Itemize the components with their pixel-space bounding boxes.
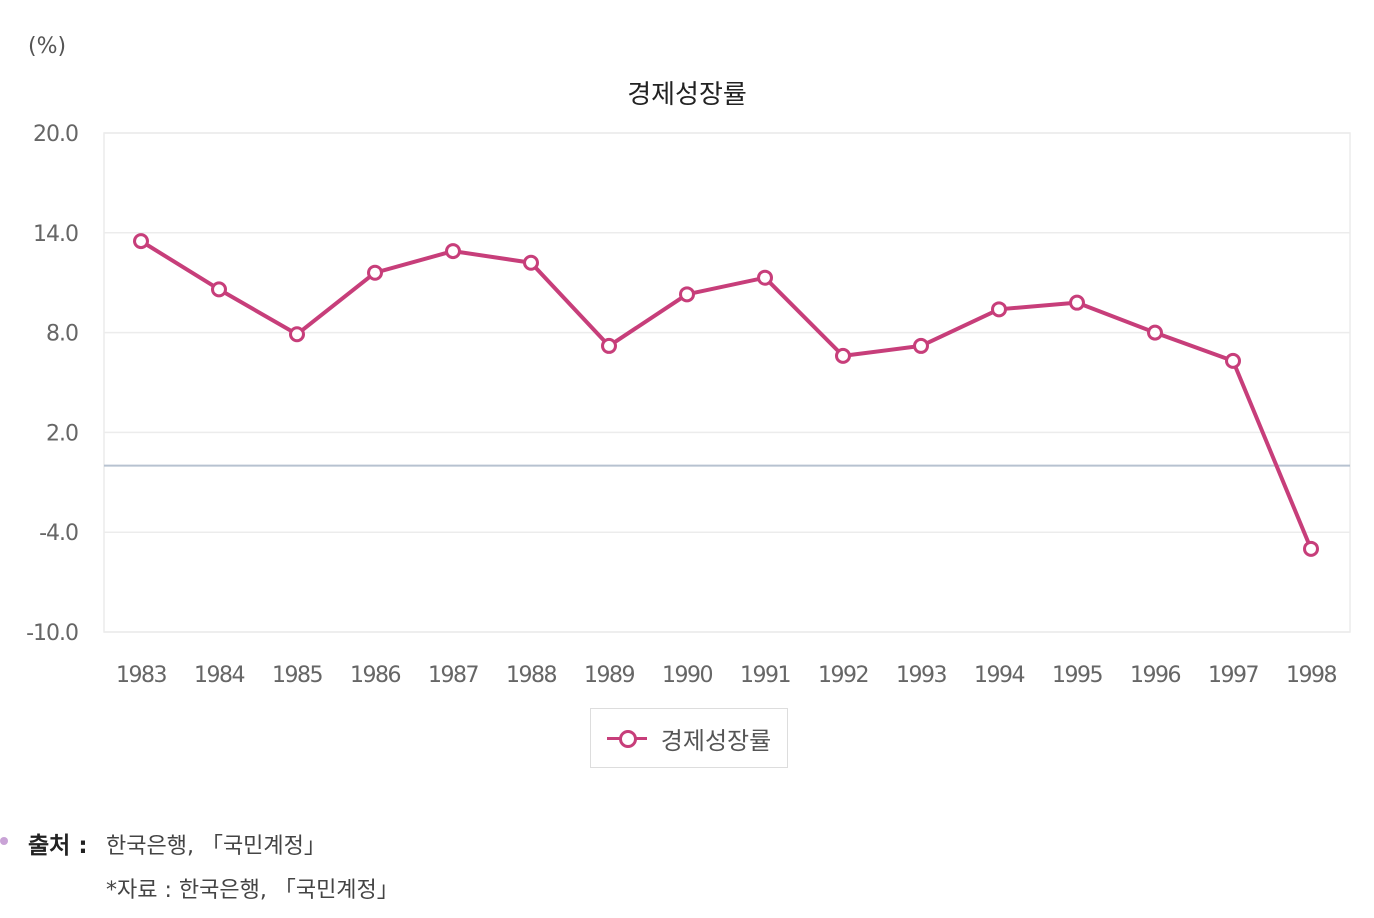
y-tick-label: -10.0 bbox=[26, 621, 78, 646]
x-tick-label: 1991 bbox=[740, 663, 790, 688]
grid-lines bbox=[103, 132, 1351, 633]
x-tick-label: 1995 bbox=[1052, 663, 1102, 688]
y-tick-label: 14.0 bbox=[33, 222, 78, 247]
x-tick-label: 1983 bbox=[116, 663, 166, 688]
y-axis-unit-label: (%) bbox=[28, 34, 67, 59]
plot-border bbox=[103, 132, 1351, 633]
x-tick-label: 1997 bbox=[1208, 663, 1258, 688]
data-point-1986 bbox=[367, 264, 383, 281]
data-point-1985 bbox=[289, 326, 305, 343]
source-label: 출처 : bbox=[28, 833, 88, 859]
y-tick-label: 2.0 bbox=[46, 421, 78, 446]
x-tick-label: 1986 bbox=[350, 663, 400, 688]
source-text: 한국은행, 「국민계정」 bbox=[106, 834, 326, 859]
x-tick-label: 1985 bbox=[272, 663, 322, 688]
x-tick-label: 1998 bbox=[1286, 663, 1336, 688]
data-point-1995 bbox=[1069, 294, 1085, 311]
data-point-1987 bbox=[445, 243, 461, 260]
legend-label: 경제성장률 bbox=[660, 726, 772, 755]
series-line bbox=[139, 239, 1313, 551]
data-point-1993 bbox=[913, 337, 929, 354]
y-axis-ticks: 20.0 14.0 8.0 2.0 -4.0 -10.0 bbox=[26, 122, 79, 646]
data-point-1989 bbox=[601, 337, 617, 354]
legend[interactable]: 경제성장률 bbox=[590, 708, 788, 768]
legend-line-circle-icon bbox=[606, 728, 647, 748]
bullet-icon bbox=[0, 837, 8, 845]
chart-title: 경제성장률 bbox=[627, 80, 747, 110]
x-tick-label: 1987 bbox=[428, 663, 478, 688]
x-tick-label: 1988 bbox=[506, 663, 556, 688]
data-point-1990 bbox=[679, 286, 695, 303]
data-point-1988 bbox=[523, 254, 539, 271]
y-tick-label: -4.0 bbox=[39, 521, 78, 546]
x-tick-label: 1992 bbox=[818, 663, 868, 688]
y-tick-label: 8.0 bbox=[46, 322, 78, 347]
data-point-1984 bbox=[211, 281, 227, 298]
data-point-1997 bbox=[1225, 352, 1241, 369]
source-note: *자료 : 한국은행, 「국민계정」 bbox=[106, 878, 399, 903]
x-axis-ticks: 1983 1984 1985 1986 1987 1988 1989 1990 1991 1992… bbox=[116, 663, 1338, 688]
x-tick-label: 1993 bbox=[896, 663, 946, 688]
data-point-1996 bbox=[1147, 324, 1163, 341]
x-tick-label: 1996 bbox=[1130, 663, 1180, 688]
data-point-1992 bbox=[835, 347, 851, 364]
x-tick-label: 1990 bbox=[662, 663, 712, 688]
data-point-1991 bbox=[757, 269, 773, 286]
y-tick-label: 20.0 bbox=[33, 122, 78, 147]
data-point-1983 bbox=[133, 233, 149, 250]
x-tick-label: 1984 bbox=[194, 663, 244, 688]
data-point-1998 bbox=[1303, 540, 1319, 557]
x-tick-label: 1994 bbox=[974, 663, 1024, 688]
x-tick-label: 1989 bbox=[584, 663, 634, 688]
series-layer bbox=[133, 233, 1319, 557]
data-point-1994 bbox=[991, 301, 1007, 318]
